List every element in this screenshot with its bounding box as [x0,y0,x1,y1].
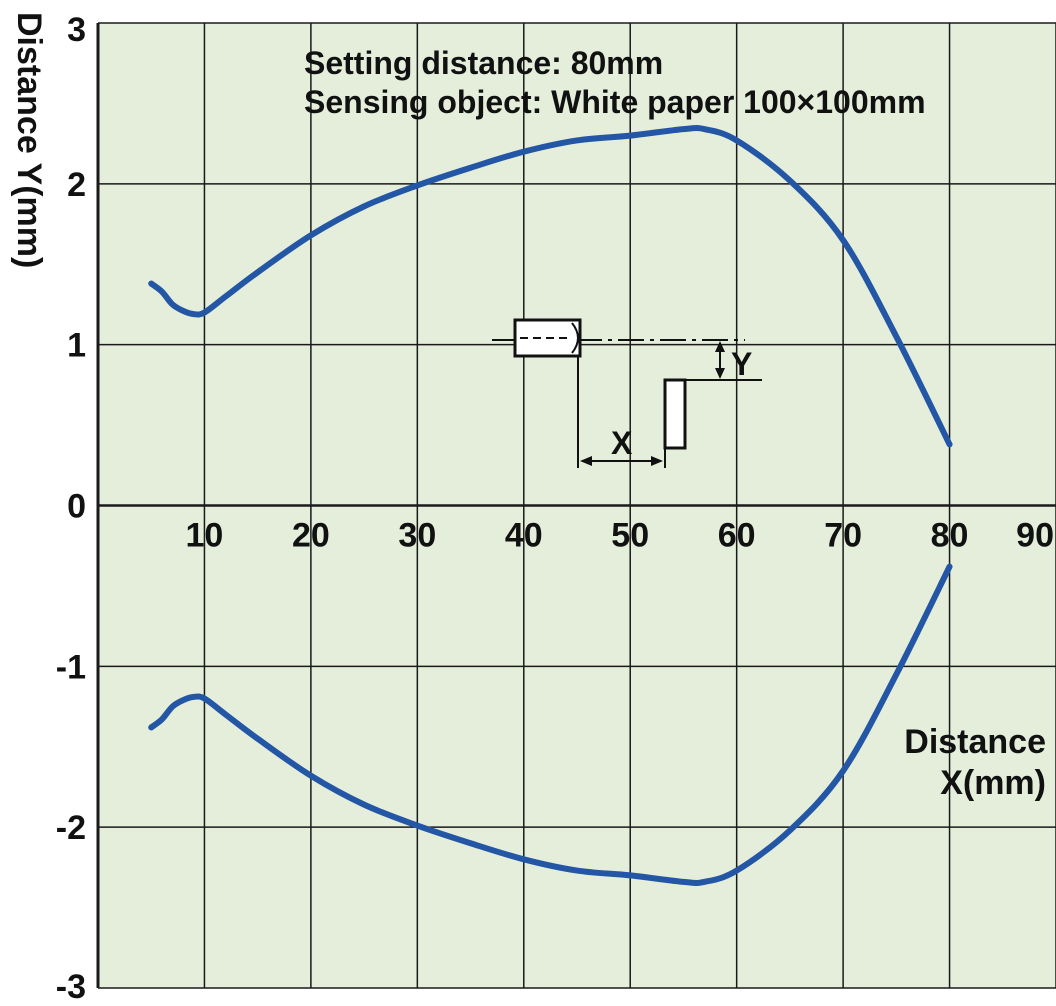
y-tick-label-1: 1 [67,327,86,365]
x-tick-label-70: 70 [824,517,862,555]
x-tick-label-40: 40 [505,517,543,555]
x-tick-label-30: 30 [398,517,436,555]
x-tick-label-10: 10 [186,517,224,555]
y-axis-label: Distance Y(mm) [10,12,48,268]
y-tick-label-0: 0 [67,488,86,526]
inset-diagram [492,318,762,468]
y-tick-label--1: -1 [56,648,86,686]
y-tick-label--2: -2 [56,809,86,847]
curves [148,125,953,886]
inset-x-arrow-right [651,456,663,466]
y-tick-label-2: 2 [67,166,86,204]
inset-target [663,378,687,450]
inset-x-arrow-left [580,456,592,466]
series-line-lower [148,563,953,886]
inset-y-arrow-top [715,341,725,352]
inset-label-y: Y [731,346,752,382]
x-axis-label-line1: Distance [904,723,1046,761]
y-tick-label-3: 3 [67,11,86,49]
x-axis-label-line2: X(mm) [940,764,1046,802]
x-tick-label-20: 20 [292,517,330,555]
annotation-sensing-object: Sensing object: White paper 100×100mm [304,84,926,120]
y-tick-label--3: -3 [56,968,86,1006]
x-tick-label-50: 50 [611,517,649,555]
inset-label-x: X [611,425,633,461]
x-tick-label-90: 90 [1016,517,1054,555]
annotation-setting-distance: Setting distance: 80mm [304,45,663,81]
x-tick-label-80: 80 [931,517,969,555]
series-line-upper [148,125,953,448]
inset-y-arrow-bottom [715,368,725,379]
x-tick-label-60: 60 [718,517,756,555]
inset-sensor-lens [571,322,579,354]
